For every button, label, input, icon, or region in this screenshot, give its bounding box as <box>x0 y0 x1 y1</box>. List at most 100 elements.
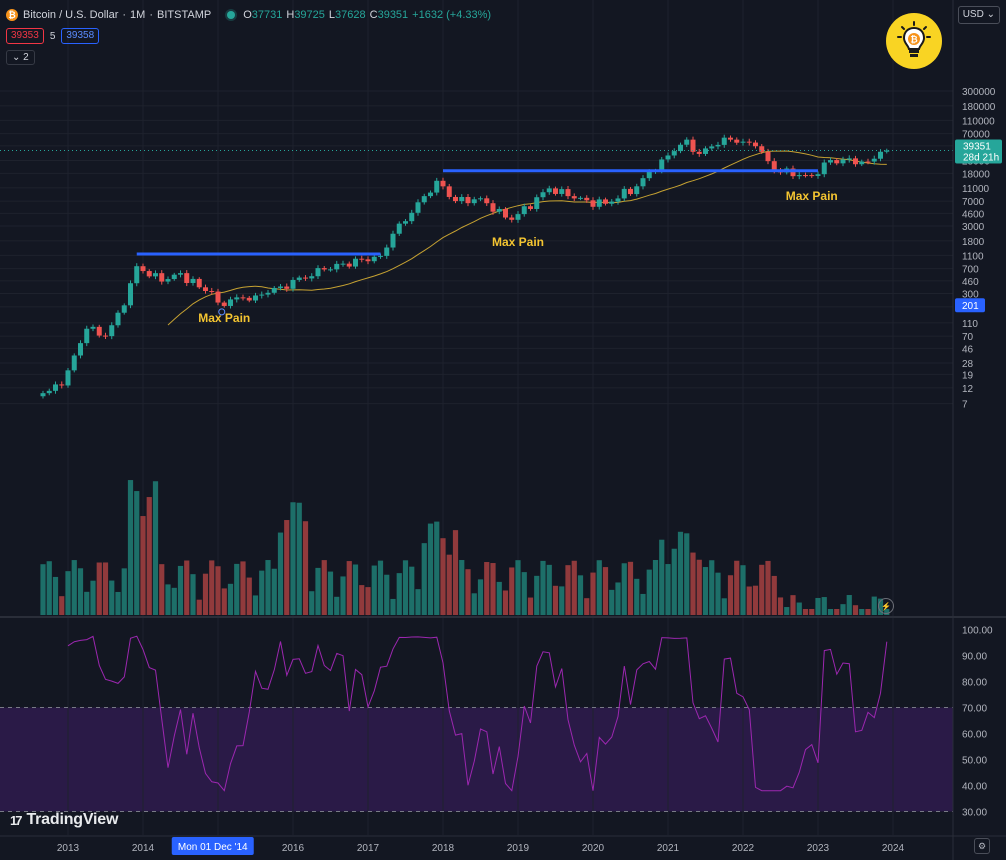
volume-bar <box>646 569 652 615</box>
candle-body <box>284 286 290 289</box>
candle-body <box>278 286 283 288</box>
bar-countdown: 28d 21h <box>963 153 999 164</box>
candle-body <box>184 273 190 283</box>
time-tick-label: 2017 <box>357 843 380 854</box>
candle-body <box>53 384 58 391</box>
volume-bar <box>602 567 609 615</box>
price-tick-label: 1100 <box>962 251 984 262</box>
last-price-badge-bg <box>955 139 1002 164</box>
volume-bar <box>234 563 240 615</box>
bitcoin-icon: ₿ <box>6 9 18 21</box>
volume-bar <box>65 571 71 615</box>
candle-body <box>559 189 565 194</box>
volume-bar <box>734 560 740 615</box>
time-tick-label: 2023 <box>807 843 830 854</box>
volume-bar <box>146 497 152 615</box>
candle-body <box>465 197 471 204</box>
volume-bar <box>284 520 290 615</box>
svg-text:₿: ₿ <box>910 35 917 46</box>
volume-bar <box>796 602 802 615</box>
volume-bar <box>84 591 90 615</box>
indicators-toggle[interactable]: ⌄ 2 <box>6 50 35 65</box>
volume-bar <box>277 532 284 615</box>
candle-body <box>359 258 365 260</box>
price-tick-label: 110000 <box>962 116 995 127</box>
buy-price-button[interactable]: 39358 <box>61 28 100 44</box>
volume-bar <box>227 583 234 615</box>
candle-body <box>115 312 121 326</box>
sell-price-button[interactable]: 39353 <box>6 28 44 44</box>
volume-bar <box>452 530 459 615</box>
volume-bar <box>571 560 577 615</box>
volume-bar <box>290 502 296 615</box>
volume-bar <box>102 562 109 615</box>
volume-bar <box>390 598 396 615</box>
time-tick-label: 2016 <box>282 843 305 854</box>
gear-icon[interactable]: ⚙ <box>974 838 990 854</box>
candle-body <box>509 217 515 220</box>
volume-bar <box>396 573 402 615</box>
candle-body <box>290 279 296 289</box>
lightning-icon[interactable]: ⚡ <box>878 598 894 614</box>
volume-bar <box>246 577 252 615</box>
candle-body <box>684 139 690 145</box>
volume-bar <box>871 596 877 615</box>
candle-body <box>828 160 833 163</box>
interval-label[interactable]: 1M <box>130 9 146 21</box>
candle-body <box>321 268 327 270</box>
candle-body <box>78 343 83 356</box>
volume-bar <box>221 588 227 615</box>
candle-body <box>759 146 765 152</box>
symbol-name[interactable]: Bitcoin / U.S. Dollar <box>23 9 119 21</box>
volume-bar <box>384 574 390 615</box>
symbol-header[interactable]: ₿ Bitcoin / U.S. Dollar · 1M · BITSTAMP … <box>6 6 495 24</box>
volume-bar <box>696 559 702 615</box>
candle-body <box>490 203 496 212</box>
candle-body <box>128 283 133 306</box>
volume-bar <box>715 572 721 615</box>
volume-bar <box>459 560 465 615</box>
candle-body <box>340 263 346 265</box>
rsi-tick-label: 50.00 <box>962 756 987 767</box>
indicator-count: 2 <box>23 52 29 63</box>
currency-button[interactable]: USD ⌄ <box>957 6 1000 24</box>
price-tick-label: 300000 <box>962 87 996 98</box>
volume-bar <box>721 598 727 615</box>
candle-body <box>603 199 608 204</box>
volume-bar <box>46 561 52 615</box>
volume-bar <box>821 597 827 615</box>
rsi-tick-label: 100.00 <box>962 626 993 637</box>
candle-body <box>296 277 302 280</box>
volume-bar <box>265 560 271 615</box>
price-tick-label: 110 <box>962 319 978 330</box>
price-tick-label: 46 <box>962 344 974 355</box>
exchange-label: BITSTAMP <box>157 9 212 21</box>
volume-bar <box>727 575 734 615</box>
tradingview-icon: 17 <box>10 812 23 828</box>
candle-body <box>309 276 315 279</box>
volume-bar <box>52 576 59 615</box>
tradingview-logo[interactable]: 17 TradingView <box>10 811 118 829</box>
time-tick-label: 2022 <box>732 843 755 854</box>
candle-body <box>671 151 677 156</box>
candle-body <box>415 202 421 213</box>
price-tick-label: 18000 <box>962 169 990 180</box>
volume-bar <box>684 533 690 615</box>
volume-bar <box>415 589 421 615</box>
candle-body <box>209 291 215 293</box>
volume-bar <box>409 566 415 615</box>
candle-body <box>534 197 540 209</box>
volume-bar <box>546 564 552 615</box>
volume-bar <box>377 560 384 615</box>
volume-bar <box>59 596 65 615</box>
price-tick-label: 1800 <box>962 237 985 248</box>
candle-body <box>634 186 640 195</box>
price-tick-label: 70000 <box>962 130 990 141</box>
moving-average-line <box>167 150 887 326</box>
volume-bar <box>140 516 146 615</box>
crosshair-price-badge <box>955 298 985 313</box>
last-price-value: 39351 <box>963 142 991 153</box>
volume-bar <box>465 569 471 615</box>
volume-bar <box>515 560 521 615</box>
